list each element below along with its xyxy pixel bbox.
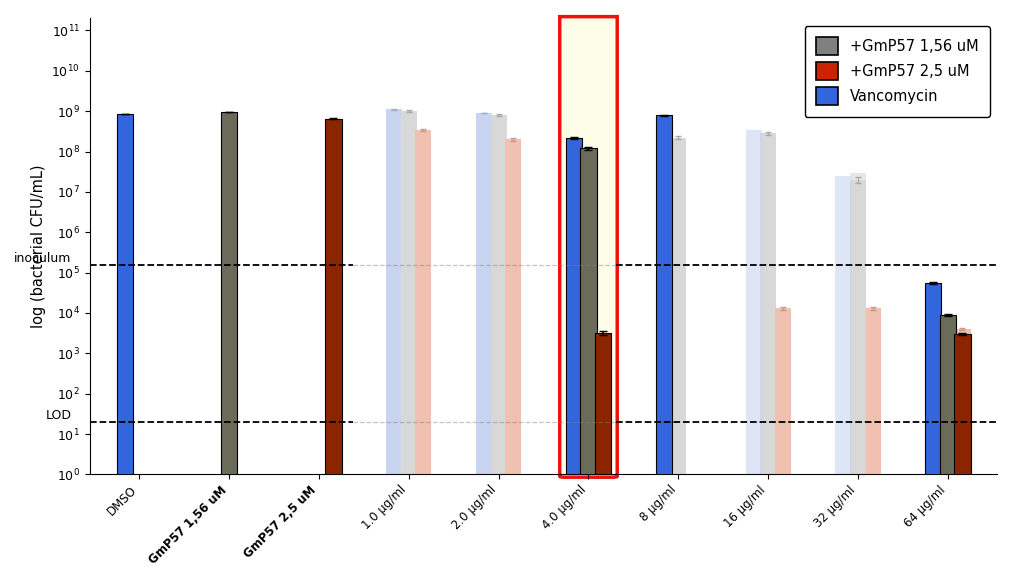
Bar <box>656 115 672 583</box>
Text: 16 µg/ml: 16 µg/ml <box>722 483 769 530</box>
Bar <box>954 334 970 583</box>
Bar <box>865 308 881 583</box>
Bar <box>595 333 611 583</box>
Text: DMSO: DMSO <box>104 483 139 518</box>
FancyBboxPatch shape <box>560 17 618 477</box>
Bar <box>476 113 492 583</box>
Text: GmP57 2,5 uM: GmP57 2,5 uM <box>241 483 318 561</box>
Bar <box>117 114 133 583</box>
Bar <box>386 110 403 583</box>
Text: 1.0 µg/ml: 1.0 µg/ml <box>360 483 409 532</box>
Bar <box>775 308 791 583</box>
Text: 64 µg/ml: 64 µg/ml <box>901 483 948 530</box>
Text: 4.0 µg/ml: 4.0 µg/ml <box>539 483 588 532</box>
Bar <box>925 283 941 583</box>
Bar <box>401 111 417 583</box>
Bar <box>221 112 237 583</box>
Bar <box>566 138 582 583</box>
Bar <box>415 129 431 583</box>
Bar <box>580 148 596 583</box>
Text: LOD: LOD <box>46 409 72 422</box>
Text: 2.0 µg/ml: 2.0 µg/ml <box>449 483 499 532</box>
Bar <box>505 139 521 583</box>
Bar <box>491 115 507 583</box>
Text: GmP57 1,56 uM: GmP57 1,56 uM <box>146 483 229 567</box>
Bar <box>850 173 866 583</box>
Bar <box>940 315 956 583</box>
Bar <box>836 176 852 583</box>
Bar <box>745 129 762 583</box>
Y-axis label: log (bacterial CFU/mL): log (bacterial CFU/mL) <box>30 164 46 328</box>
Text: 32 µg/ml: 32 µg/ml <box>812 483 858 530</box>
Bar <box>656 116 672 583</box>
Bar <box>670 138 686 583</box>
Bar <box>850 180 866 583</box>
Bar <box>954 329 970 583</box>
Text: inoculum: inoculum <box>14 252 72 265</box>
Legend: +GmP57 1,56 uM, +GmP57 2,5 uM, Vancomycin: +GmP57 1,56 uM, +GmP57 2,5 uM, Vancomyci… <box>804 26 990 117</box>
Bar <box>760 134 777 583</box>
Bar <box>325 119 342 583</box>
Text: 8 µg/ml: 8 µg/ml <box>638 483 678 525</box>
